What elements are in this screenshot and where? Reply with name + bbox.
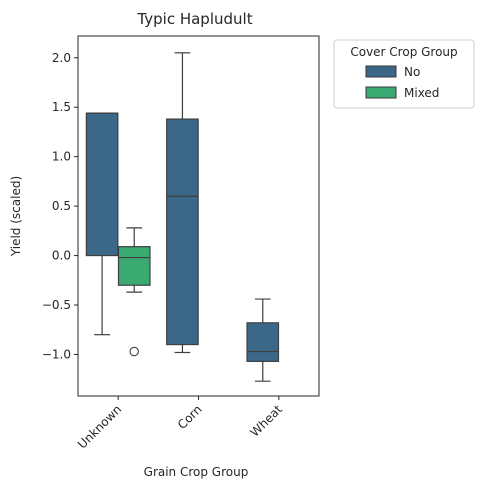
box-corn-no: [166, 52, 199, 354]
legend-title: Cover Crop Group: [350, 45, 457, 59]
box-iqr: [246, 322, 280, 362]
y-axis: 2.0 1.5 1.0 0.5 0.0 −0.5 −1.0: [42, 51, 78, 361]
y-tick-label: 0.5: [52, 199, 71, 213]
y-tick-label: 2.0: [52, 51, 71, 65]
y-tick-label: 1.5: [52, 100, 71, 114]
box-wheat-no: [246, 298, 280, 382]
boxes-layer: [85, 52, 280, 382]
x-tick-label-unknown: Unknown: [75, 402, 124, 451]
y-tick-label: 0.0: [52, 249, 71, 263]
box-iqr: [117, 246, 151, 286]
legend-label-mixed: Mixed: [404, 86, 439, 100]
legend-swatch-mixed: [365, 86, 397, 99]
legend-label-no: No: [404, 65, 420, 79]
box-unknown-no: [85, 112, 119, 336]
legend-swatch-no: [365, 65, 397, 78]
legend: Cover Crop Group No Mixed: [333, 39, 475, 109]
y-tick-label: −1.0: [42, 347, 71, 361]
x-tick-label-corn: Corn: [175, 402, 205, 432]
box-iqr: [85, 112, 119, 257]
x-axis: Unknown Corn Wheat: [75, 396, 285, 452]
x-tick-label-wheat: Wheat: [248, 402, 286, 440]
y-axis-label: Yield (scaled): [9, 176, 23, 257]
outlier-point: [129, 346, 139, 357]
chart-title: Typic Hapludult: [136, 10, 252, 28]
box-iqr: [166, 118, 199, 346]
x-axis-label: Grain Crop Group: [144, 465, 249, 479]
y-tick-label: −0.5: [42, 298, 71, 312]
box-unknown-mixed: [117, 227, 151, 357]
y-tick-label: 1.0: [52, 150, 71, 164]
